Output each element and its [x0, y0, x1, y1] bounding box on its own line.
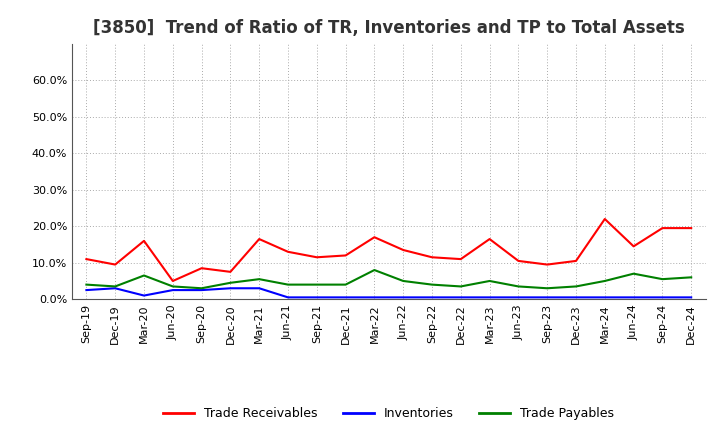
Trade Payables — [312, 282, 321, 287]
Inventories — [370, 295, 379, 300]
Inventories — [600, 295, 609, 300]
Trade Receivables — [111, 262, 120, 267]
Line: Trade Payables: Trade Payables — [86, 270, 691, 288]
Inventories — [485, 295, 494, 300]
Trade Receivables — [687, 225, 696, 231]
Line: Inventories: Inventories — [86, 288, 691, 297]
Trade Payables — [111, 284, 120, 289]
Inventories — [341, 295, 350, 300]
Line: Trade Receivables: Trade Receivables — [86, 219, 691, 281]
Inventories — [456, 295, 465, 300]
Trade Payables — [456, 284, 465, 289]
Title: [3850]  Trend of Ratio of TR, Inventories and TP to Total Assets: [3850] Trend of Ratio of TR, Inventories… — [93, 19, 685, 37]
Trade Payables — [514, 284, 523, 289]
Inventories — [687, 295, 696, 300]
Trade Receivables — [168, 279, 177, 284]
Inventories — [629, 295, 638, 300]
Trade Receivables — [485, 236, 494, 242]
Inventories — [428, 295, 436, 300]
Trade Receivables — [543, 262, 552, 267]
Inventories — [255, 286, 264, 291]
Inventories — [82, 287, 91, 293]
Inventories — [226, 286, 235, 291]
Inventories — [399, 295, 408, 300]
Inventories — [168, 287, 177, 293]
Trade Receivables — [514, 258, 523, 264]
Trade Receivables — [140, 238, 148, 243]
Legend: Trade Receivables, Inventories, Trade Payables: Trade Receivables, Inventories, Trade Pa… — [158, 403, 619, 425]
Trade Receivables — [312, 255, 321, 260]
Trade Payables — [399, 279, 408, 284]
Trade Payables — [341, 282, 350, 287]
Inventories — [658, 295, 667, 300]
Trade Receivables — [600, 216, 609, 222]
Trade Receivables — [572, 258, 580, 264]
Trade Payables — [687, 275, 696, 280]
Trade Payables — [370, 268, 379, 273]
Trade Payables — [543, 286, 552, 291]
Inventories — [572, 295, 580, 300]
Inventories — [312, 295, 321, 300]
Trade Payables — [284, 282, 292, 287]
Inventories — [140, 293, 148, 298]
Trade Receivables — [82, 257, 91, 262]
Trade Payables — [485, 279, 494, 284]
Inventories — [514, 295, 523, 300]
Trade Receivables — [399, 247, 408, 253]
Trade Receivables — [284, 249, 292, 254]
Trade Receivables — [370, 235, 379, 240]
Trade Receivables — [197, 266, 206, 271]
Trade Payables — [600, 279, 609, 284]
Trade Payables — [82, 282, 91, 287]
Trade Payables — [197, 286, 206, 291]
Trade Receivables — [629, 244, 638, 249]
Trade Payables — [428, 282, 436, 287]
Inventories — [197, 287, 206, 293]
Trade Receivables — [255, 236, 264, 242]
Trade Receivables — [428, 255, 436, 260]
Trade Receivables — [341, 253, 350, 258]
Trade Receivables — [658, 225, 667, 231]
Trade Receivables — [456, 257, 465, 262]
Inventories — [543, 295, 552, 300]
Trade Payables — [168, 284, 177, 289]
Trade Receivables — [226, 269, 235, 275]
Inventories — [284, 295, 292, 300]
Inventories — [111, 286, 120, 291]
Trade Payables — [572, 284, 580, 289]
Trade Payables — [658, 276, 667, 282]
Trade Payables — [629, 271, 638, 276]
Trade Payables — [140, 273, 148, 278]
Trade Payables — [255, 276, 264, 282]
Trade Payables — [226, 280, 235, 286]
